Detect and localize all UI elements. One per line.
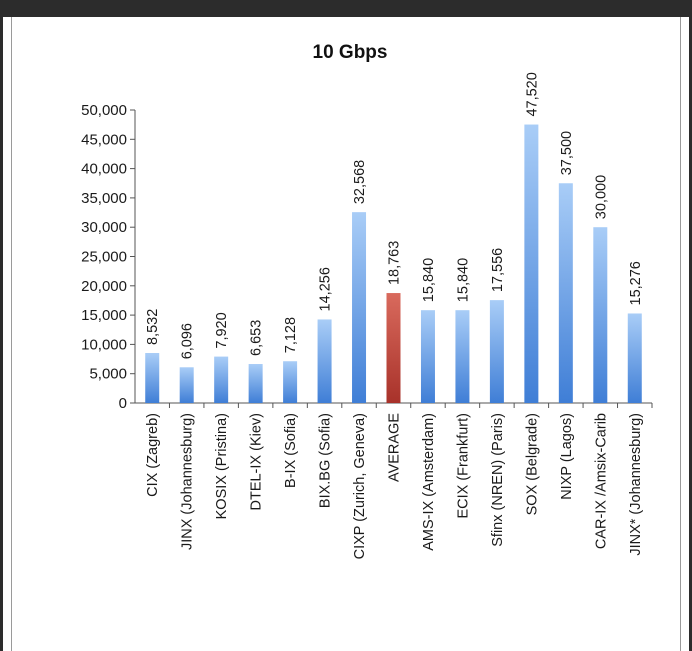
data-label: 47,520 xyxy=(524,72,540,116)
y-tick-label: 40,000 xyxy=(81,161,127,178)
bar xyxy=(179,367,194,403)
x-tick-label: BIX.BG (Sofia) xyxy=(318,413,334,508)
bar xyxy=(420,310,435,403)
top-border xyxy=(0,0,692,17)
bar xyxy=(386,293,401,403)
data-labels-group: 8,532 6,096 7,920 6,653 7,128 14,256 32,568 18,… xyxy=(145,72,644,359)
y-tick-label: 35,000 xyxy=(81,190,127,207)
data-label: 18,763 xyxy=(387,241,403,285)
data-label: 15,840 xyxy=(421,258,437,302)
bar xyxy=(524,124,539,403)
bar xyxy=(248,364,263,403)
data-label: 30,000 xyxy=(593,175,609,219)
x-tick-label: JINX* (Johannesburg) xyxy=(628,413,644,556)
y-tick-label: 25,000 xyxy=(81,249,127,266)
y-tick-label: 45,000 xyxy=(81,131,127,148)
x-tick-label: SOX (Belgrade) xyxy=(524,413,540,515)
y-tick-label: 50,000 xyxy=(81,102,127,119)
chart-title: 10 Gbps xyxy=(313,42,388,63)
bar xyxy=(214,356,229,403)
y-tick-label: 5,000 xyxy=(89,366,127,383)
data-label: 15,840 xyxy=(455,258,471,302)
data-label: 15,276 xyxy=(628,261,644,305)
data-label: 32,568 xyxy=(352,160,368,204)
y-tick-label: 10,000 xyxy=(81,336,127,353)
x-tick-label: CAR-IX /Amsix-Carib xyxy=(593,413,609,549)
x-tick-label: KOSIX (Pristina) xyxy=(214,413,230,519)
right-border xyxy=(689,0,692,651)
data-label: 17,556 xyxy=(490,248,506,292)
bar xyxy=(283,361,298,403)
x-tick-label: CIXP (Zurich, Geneva) xyxy=(352,413,368,559)
bar xyxy=(627,313,642,403)
y-tick-label: 30,000 xyxy=(81,219,127,236)
y-axis: 0 5,000 10,000 15,000 20,000 25,000 30,000 35,0… xyxy=(81,102,652,412)
bar xyxy=(455,310,470,403)
y-tick-label: 15,000 xyxy=(81,307,127,324)
bar xyxy=(317,319,332,403)
bars-group xyxy=(145,124,653,408)
x-tick-label: B-IX (Sofia) xyxy=(283,413,299,488)
data-label: 7,128 xyxy=(283,317,299,353)
x-tick-label: NIXP (Lagos) xyxy=(559,413,575,500)
x-tick-label: ECIX (Frankfurt) xyxy=(455,413,471,519)
bar xyxy=(145,353,160,403)
data-label: 8,532 xyxy=(145,309,161,345)
data-label: 6,096 xyxy=(180,323,196,359)
y-tick-label: 20,000 xyxy=(81,278,127,295)
x-tick-label: AVERAGE xyxy=(387,413,403,482)
bar xyxy=(352,212,367,403)
left-border xyxy=(0,0,3,651)
bar xyxy=(593,227,608,403)
x-tick-labels-group: CIX (Zagreb) JINX (Johannesburg) KOSIX (Pr… xyxy=(145,413,644,560)
x-tick-label: Sfinx (NREN) (Paris) xyxy=(490,413,506,547)
data-label: 7,920 xyxy=(214,312,230,348)
x-tick-label: DTEL-IX (Kiev) xyxy=(249,413,265,511)
data-label: 37,500 xyxy=(559,131,575,175)
data-label: 6,653 xyxy=(249,320,265,356)
bar xyxy=(558,183,573,403)
x-tick-label: CIX (Zagreb) xyxy=(145,413,161,497)
data-label: 14,256 xyxy=(318,267,334,311)
bar xyxy=(489,300,504,403)
x-tick-label: JINX (Johannesburg) xyxy=(180,413,196,550)
y-tick-label: 0 xyxy=(119,395,127,412)
x-tick-label: AMS-IX (Amsterdam) xyxy=(421,413,437,551)
